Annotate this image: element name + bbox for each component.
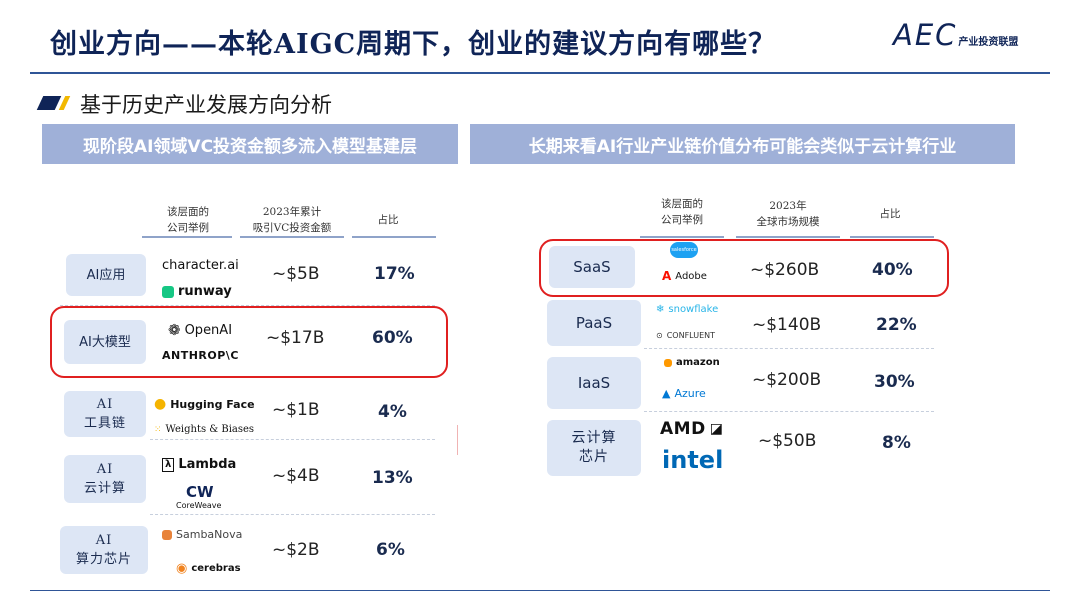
- page-title: 创业方向——本轮AIGC周期下，创业的建议方向有哪些？: [50, 29, 777, 60]
- company-cerebras: ◉ cerebras: [176, 561, 241, 576]
- share: 4%: [378, 402, 407, 422]
- amd-arrow-icon: ◪: [709, 421, 724, 437]
- company-azure: ▲ Azure: [662, 387, 706, 400]
- amount: ~$50B: [758, 431, 817, 451]
- left-banner: 现阶段AI领域VC投资金额多流入模型基建层: [42, 124, 458, 164]
- amount: ~$5B: [272, 264, 320, 284]
- cerebras-logo-icon: ◉: [176, 561, 188, 576]
- snowflake-icon: ❄: [656, 304, 665, 315]
- amount: ~$4B: [272, 466, 320, 486]
- aws-icon: [664, 358, 672, 367]
- category-ai-chip: AI 算力芯片: [60, 526, 148, 574]
- amount: ~$260B: [750, 260, 820, 280]
- category-paas: PaaS: [547, 300, 641, 346]
- company-adobe: A Adobe: [662, 269, 707, 283]
- share: 13%: [372, 468, 413, 488]
- lambda-logo-icon: λ: [162, 457, 175, 472]
- left-header-amount: 2023年累计 吸引VC投资金额: [252, 206, 332, 234]
- highlight-box: [539, 239, 949, 297]
- subtitle-accent: [58, 96, 71, 110]
- azure-logo-icon: ▲: [662, 387, 671, 400]
- logo-mark: AEC: [893, 18, 958, 52]
- highlight-box: [50, 306, 448, 378]
- adobe-logo-icon: A: [662, 269, 672, 283]
- left-header-share: 占比: [377, 214, 399, 226]
- right-header-companies: 该层面的 公司举例: [661, 198, 703, 226]
- runway-logo-icon: [162, 285, 174, 298]
- company-openai: ❁ OpenAI: [168, 321, 233, 339]
- header-underline: [640, 236, 724, 238]
- header-underline: [142, 236, 232, 238]
- logo-text: 产业投资联盟: [958, 37, 1019, 48]
- confluent-icon: ⊙: [656, 331, 663, 340]
- sambanova-logo-icon: [162, 529, 172, 540]
- category-cloud-chip: 云计算 芯片: [547, 420, 641, 476]
- openai-logo-icon: ❁: [168, 321, 181, 339]
- company-coreweave: CoreWeave: [176, 501, 222, 510]
- header-underline: [352, 236, 436, 238]
- amount: ~$140B: [752, 315, 822, 335]
- amount: ~$2B: [272, 540, 320, 560]
- share: 22%: [876, 315, 917, 335]
- category-saas: SaaS: [549, 246, 635, 288]
- company-snowflake: ❄ snowflake: [656, 304, 719, 315]
- row-separator: [644, 348, 934, 350]
- right-header-market: 2023年 全球市场规模: [756, 200, 820, 228]
- tick-mark: [457, 425, 458, 455]
- share: 60%: [372, 328, 413, 348]
- header-underline: [736, 236, 840, 238]
- company-hugging-face: ● Hugging Face: [154, 396, 255, 412]
- company-sambanova: SambaNova: [162, 528, 242, 541]
- row-separator: [150, 439, 435, 441]
- header-underline: [850, 236, 934, 238]
- company-character-ai: character.ai: [162, 258, 239, 273]
- header-underline: [240, 236, 344, 238]
- hugging-face-icon: ●: [154, 396, 167, 412]
- coreweave-logo-icon: CW: [186, 483, 214, 501]
- row-separator: [150, 514, 435, 516]
- section-subtitle: 基于历史产业发展方向分析: [80, 93, 332, 117]
- title-divider: [30, 72, 1050, 74]
- company-weights-biases: ⁙ Weights & Biases: [154, 424, 255, 435]
- category-ai-model: AI大模型: [64, 320, 146, 364]
- amount: ~$17B: [266, 328, 325, 348]
- subtitle-marker: [36, 96, 62, 110]
- company-confluent: ⊙ CONFLUENT: [656, 331, 716, 340]
- company-amd: AMD ◪: [660, 419, 724, 439]
- amount: ~$200B: [752, 370, 822, 390]
- footer-divider: [30, 590, 1050, 591]
- left-header-companies: 该层面的 公司举例: [167, 206, 209, 234]
- row-separator: [60, 305, 435, 307]
- share: 17%: [374, 264, 415, 284]
- company-runway: runway: [162, 284, 232, 299]
- company-intel: intel: [662, 446, 724, 474]
- share: 6%: [376, 540, 405, 560]
- category-ai-toolchain: AI 工具链: [64, 391, 146, 437]
- share: 40%: [872, 260, 913, 280]
- company-lambda: λ Lambda: [162, 457, 236, 472]
- category-ai-app: AI应用: [66, 254, 146, 296]
- wandb-dots-icon: ⁙: [154, 424, 162, 435]
- company-amazon: amazon: [664, 357, 720, 368]
- category-ai-cloud: AI 云计算: [64, 455, 146, 503]
- category-iaas: IaaS: [547, 357, 641, 409]
- right-banner: 长期来看AI行业产业链价值分布可能会类似于云计算行业: [470, 124, 1015, 164]
- company-salesforce: salesforce: [670, 242, 698, 258]
- amount: ~$1B: [272, 400, 320, 420]
- right-header-share: 占比: [879, 208, 901, 220]
- company-anthropic: ANTHROP\C: [162, 349, 239, 362]
- logo: AEC产业投资联盟: [893, 18, 1018, 52]
- share: 30%: [874, 372, 915, 392]
- share: 8%: [882, 433, 911, 453]
- row-separator: [644, 411, 934, 413]
